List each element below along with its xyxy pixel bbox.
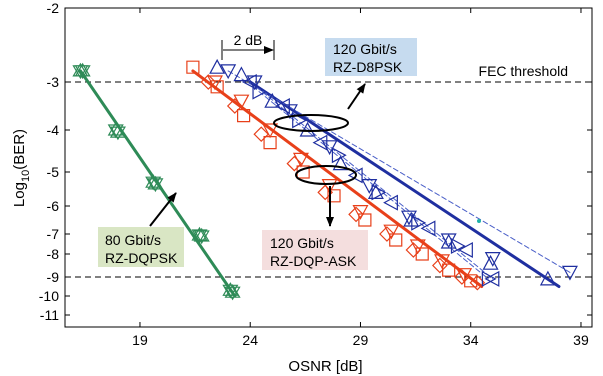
x-tick-label-1: 24 <box>242 332 258 348</box>
y-axis-label: Log10(BER) <box>11 129 32 207</box>
data-point-r_triangles-0 <box>206 75 223 91</box>
y-tick-label-7: -9 <box>47 269 60 285</box>
data-point-b_right-1 <box>292 112 307 129</box>
data-point-b_right-4 <box>411 214 427 231</box>
data-point-b_down-8 <box>561 265 578 281</box>
data-point-b_right-6 <box>481 270 497 287</box>
label-d8psk-line1: 120 Gbit/s <box>333 41 397 57</box>
data-point-r_triangles-4 <box>321 179 338 194</box>
data-point-r_squares-7 <box>389 233 403 247</box>
y-tick-label-5: -7 <box>47 226 60 242</box>
data-point-b_right-0 <box>252 83 268 100</box>
data-point-r_triangles-6 <box>383 224 400 240</box>
db-marker-label: 2 dB <box>234 32 263 48</box>
fit-line-fit_blue_d2 <box>249 81 494 280</box>
data-point-b_down-3 <box>321 140 338 156</box>
data-point-r_diamonds-9 <box>454 269 470 285</box>
data-point-b_down-0 <box>220 64 237 80</box>
data-point-r_triangles-8 <box>434 254 451 270</box>
data-point-r_triangles-1 <box>233 94 250 110</box>
data-point-g2-3 <box>193 227 210 245</box>
y-tick-label-9: -11 <box>40 307 59 323</box>
data-point-r_diamonds-2 <box>253 126 270 143</box>
data-point-r_triangles-2 <box>262 123 279 139</box>
label-d8psk-line2: RZ-D8PSK <box>333 59 403 75</box>
x-tick-label-0: 19 <box>132 332 148 348</box>
data-point-b_left-7 <box>484 270 500 287</box>
label-box-d8psk <box>325 38 417 76</box>
data-point-g2-2 <box>147 175 164 193</box>
data-point-b_up-6 <box>403 211 420 227</box>
label-box-dqp-ask <box>262 230 368 270</box>
data-point-b_up-4 <box>332 155 349 171</box>
data-point-g2-1 <box>109 123 126 141</box>
data-point-r_triangles-9 <box>456 268 473 283</box>
arrow-d8psk <box>347 83 366 110</box>
x-tick-label-2: 29 <box>353 332 369 348</box>
data-point-r_diamonds-3 <box>286 155 303 172</box>
data-point-r_triangles-3 <box>292 152 309 168</box>
data-point-b_right-5 <box>450 237 466 255</box>
plot-frame <box>64 7 593 328</box>
data-point-b_left-1 <box>275 97 290 115</box>
arrow-dqpsk <box>149 192 177 227</box>
stray-dot <box>477 219 481 223</box>
label-dqp-ask-line2: RZ-DQP-ASK <box>270 253 357 269</box>
data-point-r_squares-9 <box>442 263 456 277</box>
data-point-b_down-5 <box>400 210 417 226</box>
data-point-b_down-6 <box>440 233 457 249</box>
y-tick-label-0: -2 <box>47 0 60 16</box>
data-point-b_left-2 <box>312 134 328 151</box>
data-point-g2-4 <box>224 284 241 301</box>
y-tick-label-8: -10 <box>39 288 59 304</box>
data-point-r_squares-6 <box>358 213 372 227</box>
label-dqpsk-line2: RZ-DQPSK <box>105 250 178 266</box>
data-point-b_left-4 <box>383 194 398 211</box>
data-point-b_left-5 <box>420 220 436 237</box>
data-point-r_squares-10 <box>464 274 478 288</box>
data-point-r_diamonds-0 <box>200 74 217 90</box>
label-box-dqpsk <box>98 227 184 267</box>
data-point-r_diamonds-7 <box>405 242 422 258</box>
data-point-b_down-7 <box>484 252 501 267</box>
data-point-r_squares-3 <box>263 136 277 150</box>
data-point-r_diamonds-6 <box>379 226 395 242</box>
data-point-r_squares-0 <box>186 60 200 74</box>
label-dqp-ask-line1: 120 Gbit/s <box>270 235 334 251</box>
y-axis-label-tail: (BER) <box>11 129 28 170</box>
data-point-b_right-3 <box>371 184 387 201</box>
label-dqpsk-line1: 80 Gbit/s <box>105 232 161 248</box>
y-axis-label-main: Log <box>11 182 28 207</box>
data-point-b_up-1 <box>233 66 250 82</box>
x-axis-label: OSNR [dB] <box>288 358 362 375</box>
data-point-b_up-0 <box>209 58 226 74</box>
data-point-r_squares-5 <box>327 189 341 203</box>
y-tick-label-3: -5 <box>47 164 60 180</box>
data-point-r_squares-2 <box>237 109 251 123</box>
y-tick-label-4: -6 <box>47 198 60 214</box>
data-point-b_up-9 <box>539 270 556 286</box>
data-point-b_left-0 <box>241 73 257 91</box>
data-point-r_squares-8 <box>415 247 429 261</box>
data-point-r_triangles-7 <box>409 239 426 255</box>
y-tick-label-6: -8 <box>47 246 60 262</box>
ellipse-dqp-ask <box>295 165 357 185</box>
data-point-r_triangles-5 <box>352 205 369 220</box>
y-tick-label-2: -4 <box>47 122 60 138</box>
fec-threshold-label: FEC threshold <box>479 63 568 79</box>
x-tick-label-3: 34 <box>463 332 479 348</box>
x-tick-label-4: 39 <box>573 332 589 348</box>
data-point-r_diamonds-5 <box>348 206 364 223</box>
data-point-b_up-3 <box>299 121 316 137</box>
y-axis-label-sub: 10 <box>20 170 32 182</box>
y-tick-label-1: -3 <box>47 74 60 90</box>
ellipse-d8psk <box>273 114 349 132</box>
data-point-b_up-2 <box>264 92 281 108</box>
data-point-b_right-2 <box>331 147 347 164</box>
data-point-b_left-6 <box>458 241 473 259</box>
data-point-g2-0 <box>74 62 91 80</box>
